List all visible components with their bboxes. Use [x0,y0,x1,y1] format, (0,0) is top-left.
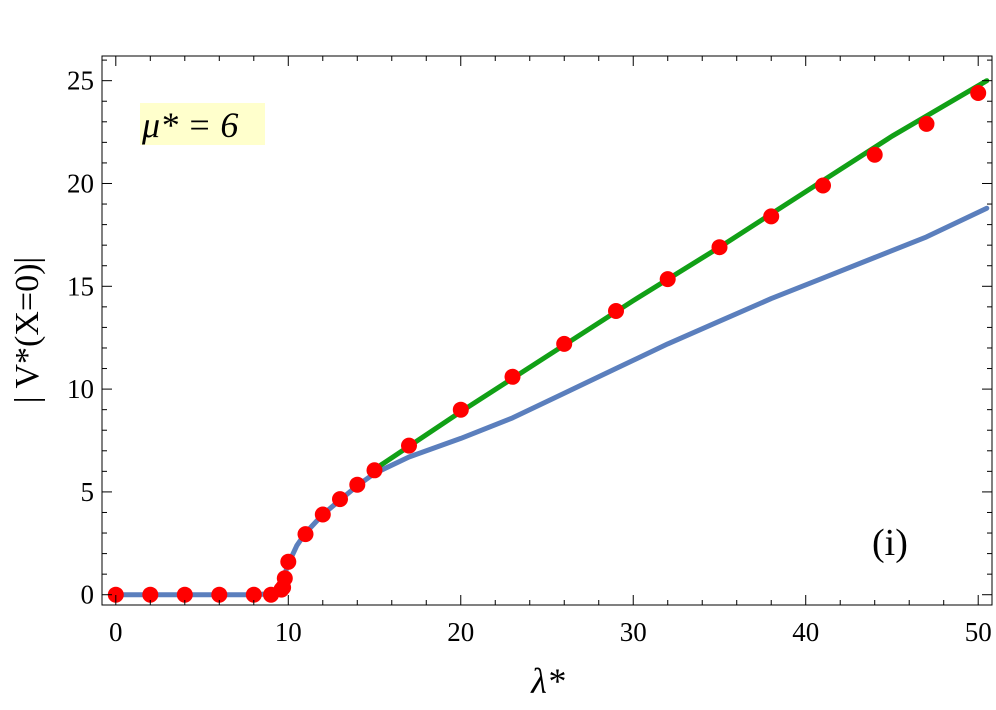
data-point [176,586,193,603]
plot-frame [101,55,993,606]
y-tick-label: 20 [67,168,94,198]
y-tick-label: 25 [67,66,94,96]
data-point [970,85,987,101]
data-point [452,401,469,418]
y-tick-label: 0 [81,580,95,610]
data-point [504,368,521,385]
data-point [763,208,780,225]
curves-layer [113,78,990,598]
y-tick-label: 10 [67,374,94,404]
points-layer [107,85,987,603]
data-point [280,553,297,570]
x-tick-label: 50 [965,617,992,647]
axes-layer: 0 10 20 30 40 50 0 5 10 15 20 25 [67,55,993,647]
x-tick-label: 30 [620,617,647,647]
data-point [866,146,883,163]
data-point [366,462,383,479]
data-point [349,476,366,493]
data-point [815,177,831,194]
data-point [297,526,314,543]
x-axis-label: λ* [530,661,565,701]
y-axis-label: | V*(X=0)| [9,257,46,403]
data-point [401,437,417,454]
data-point [107,586,124,603]
green-curve [372,78,990,472]
data-point [659,271,676,288]
x-tick-label: 10 [275,617,302,647]
parameter-annotation: μ* = 6 [141,105,238,145]
data-point [332,491,348,508]
x-tick-label: 0 [109,617,123,647]
panel-label: (i) [872,522,908,564]
x-tick-label: 40 [792,617,819,647]
parameter-annotation-bg [140,103,265,145]
y-tick-label: 5 [81,477,95,507]
data-point [314,506,331,523]
data-point [245,586,262,603]
data-point [608,303,624,319]
data-point [276,570,293,587]
x-tick-label: 20 [447,617,474,647]
data-point [556,335,573,352]
data-point [142,586,159,603]
y-tick-label: 15 [67,271,94,301]
data-point [211,586,228,603]
blue-curve [113,205,990,598]
data-point [918,115,935,132]
data-point [711,239,728,256]
